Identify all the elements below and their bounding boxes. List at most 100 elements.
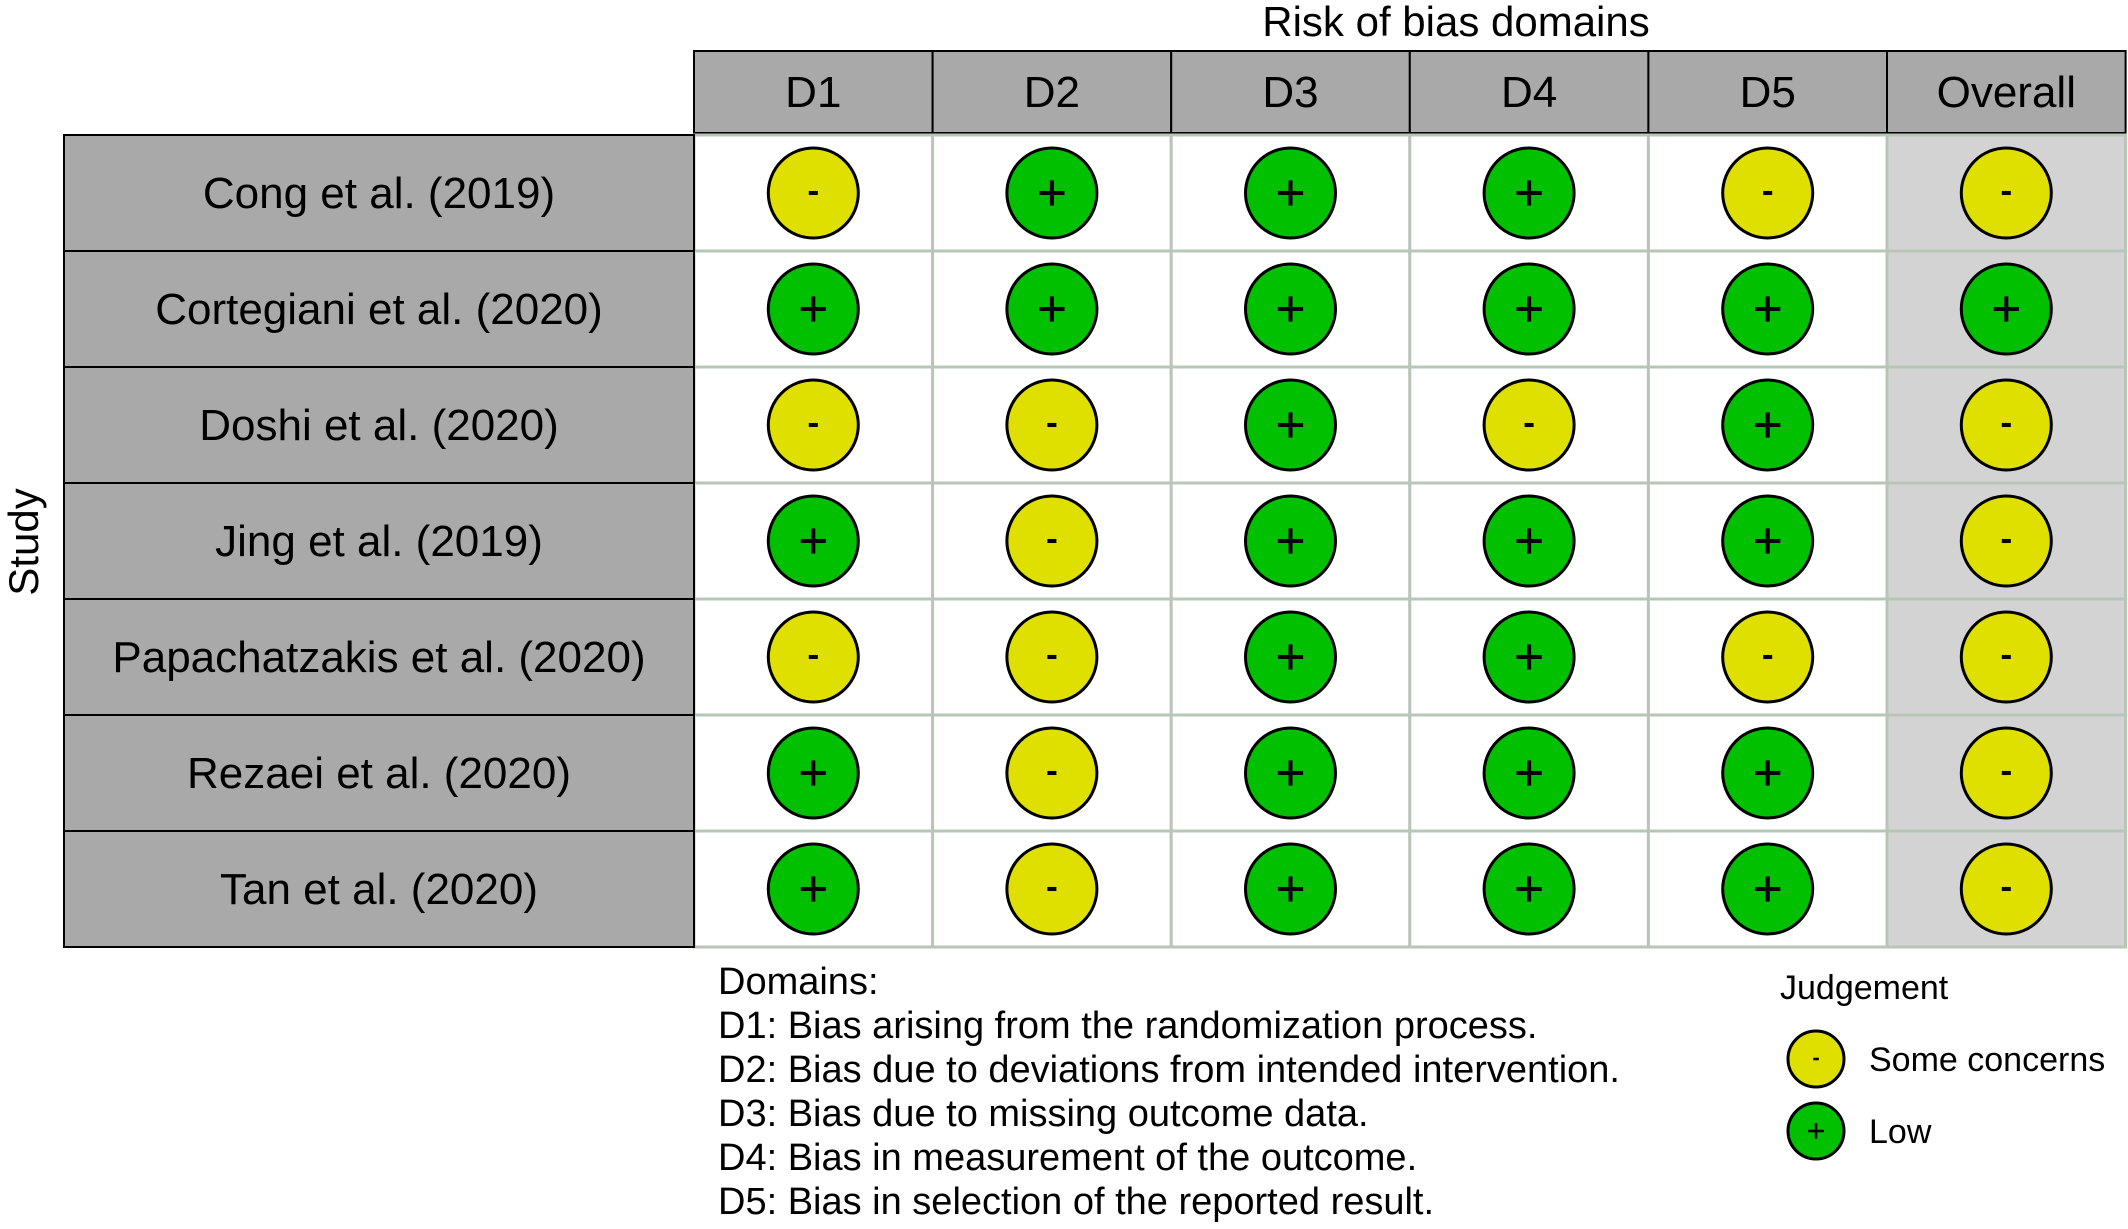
judgement-some-concerns-r3-c1-minus-bar [808, 422, 818, 428]
judgement-low-r6-c5 [1721, 726, 1815, 820]
judgement-some-concerns-r5-c1 [766, 610, 860, 704]
judgement-low-r1-c4-plus-stem [1527, 180, 1532, 206]
judgement-some-concerns-r5-c2-minus-bar [1047, 654, 1057, 660]
judgement-low-r7-c5 [1721, 842, 1815, 936]
judgement-low-r4-c3-plus-stem [1288, 528, 1293, 554]
study-label-cell-3 [63, 366, 695, 484]
judgement-low-r5-c3 [1244, 610, 1337, 704]
study-label-1: Cong et al. (2019) [203, 169, 555, 218]
judgement-low-r2-c4 [1482, 262, 1576, 356]
domain-definition-d3: D3: Bias due to missing outcome data. [718, 1093, 1369, 1135]
domains-legend: D1: Bias arising from the randomization … [718, 1004, 1620, 1224]
domain-definition-d5: D5: Bias in selection of the reported re… [718, 1181, 1435, 1223]
judgement-legend: Judgement Some concerns Low [1780, 969, 2105, 1161]
study-label-cell-1 [63, 134, 695, 252]
judgement-some-concerns-r1-c1-minus-bar [808, 190, 818, 196]
judgement-some-concerns-r5-c6-minus-bar [2001, 654, 2011, 660]
judgement-low-r2-c4-plus-stem [1527, 296, 1532, 322]
judgement-low-r5-c4-plus-stem [1527, 644, 1532, 670]
judgement-low-r7-c5-plus-stem [1765, 876, 1770, 902]
judgement-some-concerns-r5-c5 [1721, 610, 1815, 704]
judgement-low-r4-c3 [1244, 494, 1337, 588]
judgement-low-r3-c3 [1244, 378, 1337, 472]
judgement-low-r3-c5 [1721, 378, 1815, 472]
y-axis-label: Study [0, 488, 47, 595]
column-header-cell-d3 [1170, 50, 1411, 134]
judgement-low-r6-c4 [1482, 726, 1576, 820]
chart-title: Risk of bias domains [1262, 0, 1650, 45]
judgement-low-r2-c2 [1005, 262, 1099, 356]
judgement-low-r2-c1-plus-stem [811, 296, 816, 322]
judgement-low-r7-c4-plus-stem [1527, 876, 1532, 902]
column-header-cell-overall [1886, 50, 2127, 134]
judgement-low-r6-c4-plus-stem [1527, 760, 1532, 786]
legend-symbol-low [1786, 1101, 1846, 1161]
column-header-d2: D2 [1024, 68, 1080, 117]
judgement-low-r2-c3 [1244, 262, 1337, 356]
judgement-some-concerns-r6-c6 [1959, 726, 2053, 820]
judgement-some-concerns-r5-c2 [1005, 610, 1099, 704]
judgement-low-r1-c4 [1482, 146, 1576, 240]
study-label-7: Tan et al. (2020) [220, 865, 538, 914]
judgement-low-r4-c4-plus-stem [1527, 528, 1532, 554]
judgement-low-r7-c1 [766, 842, 860, 936]
column-header-cell-d4 [1408, 50, 1650, 134]
judgement-some-concerns-r5-c5-minus-bar [1763, 654, 1773, 660]
judgement-some-concerns-r1-c1 [766, 146, 860, 240]
judgement-low-r3-c3-plus-stem [1288, 412, 1293, 438]
judgement-some-concerns-r7-c2 [1005, 842, 1099, 936]
judgement-some-concerns-r3-c4-minus-bar [1524, 422, 1534, 428]
judgement-low-r2-c6 [1959, 262, 2053, 356]
judgement-low-r7-c3 [1244, 842, 1337, 936]
judgement-low-r4-c5-plus-stem [1765, 528, 1770, 554]
column-header-cell-d2 [931, 50, 1173, 134]
judgement-some-concerns-r7-c6 [1959, 842, 2053, 936]
judgement-low-r1-c2-plus-stem [1049, 180, 1054, 206]
domain-definition-d2: D2: Bias due to deviations from intended… [718, 1049, 1620, 1091]
judgement-low-r2-c3-plus-stem [1288, 296, 1293, 322]
column-header-d3: D3 [1262, 68, 1318, 117]
judgement-low-r6-c1-plus-stem [811, 760, 816, 786]
domains-legend-heading: Domains: [718, 961, 879, 1003]
judgement-low-r7-c4 [1482, 842, 1576, 936]
judgement-low-r2-c1 [766, 262, 860, 356]
study-label-cell-4 [63, 482, 695, 600]
judgement-low-r4-c5 [1721, 494, 1815, 588]
judgement-low-r2-c5 [1721, 262, 1815, 356]
study-label-cell-2 [63, 250, 695, 368]
judgement-low-r4-c1 [766, 494, 860, 588]
judgement-low-r2-c6-plus-stem [2004, 296, 2009, 322]
column-header-overall: Overall [1937, 68, 2076, 117]
judgement-low-r6-c5-plus-stem [1765, 760, 1770, 786]
legend-label-low: Low [1869, 1113, 1932, 1151]
study-label-4: Jing et al. (2019) [215, 517, 543, 566]
legend-symbol-low-plus-stem [1814, 1123, 1818, 1139]
judgement-low-r5-c4 [1482, 610, 1576, 704]
legend-symbol-some-concerns-minus-bar [1813, 1057, 1819, 1061]
judgement-some-concerns-r4-c2 [1005, 494, 1099, 588]
study-label-5: Papachatzakis et al. (2020) [112, 633, 645, 682]
judgement-low-r2-c5-plus-stem [1765, 296, 1770, 322]
study-label-6: Rezaei et al. (2020) [187, 749, 571, 798]
judgement-low-r6-c1 [766, 726, 860, 820]
judgement-some-concerns-r6-c2-minus-bar [1047, 770, 1057, 776]
judgement-low-r2-c2-plus-stem [1049, 296, 1054, 322]
judgement-some-concerns-r3-c2-minus-bar [1047, 422, 1057, 428]
column-header-d5: D5 [1740, 68, 1796, 117]
judgement-low-r6-c3-plus-stem [1288, 760, 1293, 786]
judgement-some-concerns-r4-c6 [1959, 494, 2053, 588]
judgement-some-concerns-r1-c5 [1721, 146, 1815, 240]
judgement-some-concerns-r7-c6-minus-bar [2001, 886, 2011, 892]
judgement-low-r1-c3-plus-stem [1288, 180, 1293, 206]
study-label-cell-5 [63, 598, 695, 716]
judgement-low-r1-c2 [1005, 146, 1099, 240]
judgement-some-concerns-r4-c2-minus-bar [1047, 538, 1057, 544]
column-header-d1: D1 [785, 68, 841, 117]
judgement-some-concerns-r1-c5-minus-bar [1763, 190, 1773, 196]
judgement-low-r4-c1-plus-stem [811, 528, 816, 554]
judgement-low-r7-c1-plus-stem [811, 876, 816, 902]
judgement-some-concerns-r3-c6-minus-bar [2001, 422, 2011, 428]
judgement-some-concerns-r6-c6-minus-bar [2001, 770, 2011, 776]
judgement-low-r3-c5-plus-stem [1765, 412, 1770, 438]
